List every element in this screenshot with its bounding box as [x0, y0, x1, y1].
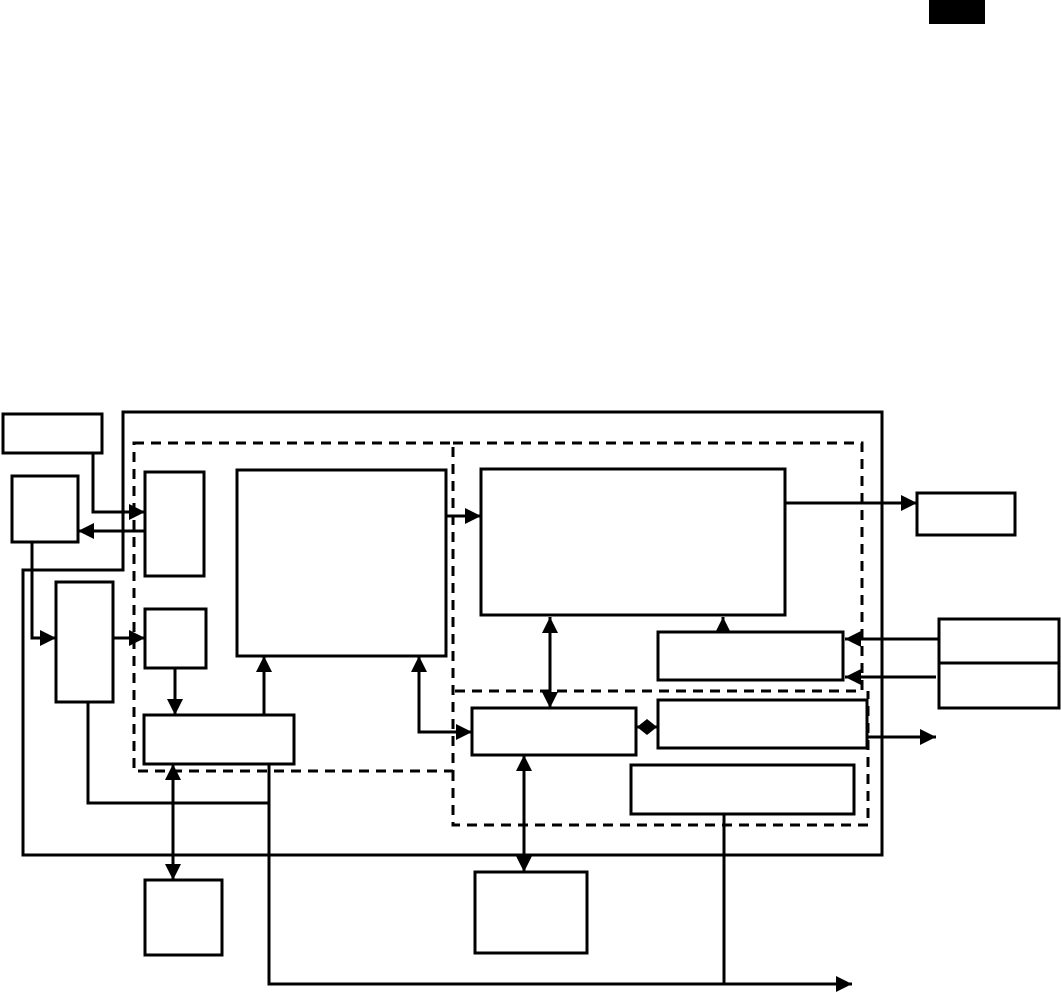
diamond-symbol: [637, 719, 657, 735]
box-left-tall: [54, 580, 115, 704]
dashed-region-top-right: [453, 441, 864, 693]
box-stack-top: [937, 617, 1061, 665]
box-main-left-large: [235, 468, 448, 658]
box-top-left: [1, 412, 104, 455]
box-inner-lower: [143, 607, 208, 670]
box-main-right-large: [479, 467, 787, 617]
box-inner-upper: [143, 470, 206, 578]
black-filled-marker: [929, 0, 985, 24]
box-lower-mid: [470, 706, 638, 757]
conn-topleft-to-inner-upper: [91, 453, 145, 520]
conn-left-upper-to-left-tall: [30, 542, 56, 646]
box-stack-bottom: [937, 661, 1061, 710]
box-left-upper: [10, 474, 80, 544]
outer-system-boundary: [21, 410, 884, 857]
conn-bottom-long-arrow: [267, 764, 852, 992]
box-output-top-right: [915, 491, 1017, 537]
conn-main-left-lower-mid-elbow: [411, 656, 472, 740]
dashed-region-bottom-right: [451, 691, 870, 827]
box-mid-right: [656, 630, 845, 682]
box-bottom-left: [143, 878, 224, 957]
box-lower-right-inner: [656, 698, 869, 750]
box-inner-wide: [142, 713, 296, 766]
conn-left-tall-drop: [86, 702, 269, 805]
box-bottom-middle: [473, 870, 589, 955]
box-lower-right-wide: [629, 763, 856, 816]
